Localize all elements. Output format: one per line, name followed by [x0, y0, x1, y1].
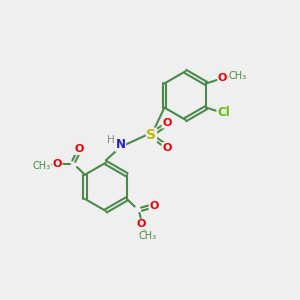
Text: O: O — [137, 219, 146, 229]
Text: CH₃: CH₃ — [139, 231, 157, 241]
Text: Cl: Cl — [217, 106, 230, 119]
Text: H: H — [107, 135, 115, 145]
Text: O: O — [162, 142, 172, 153]
Text: O: O — [218, 73, 227, 83]
Text: N: N — [116, 138, 126, 151]
Text: O: O — [149, 201, 158, 211]
Text: O: O — [52, 158, 62, 169]
Text: O: O — [162, 118, 172, 128]
Text: CH₃: CH₃ — [229, 71, 247, 81]
Text: O: O — [74, 144, 84, 154]
Text: CH₃: CH₃ — [33, 161, 51, 172]
Text: S: S — [146, 128, 157, 142]
